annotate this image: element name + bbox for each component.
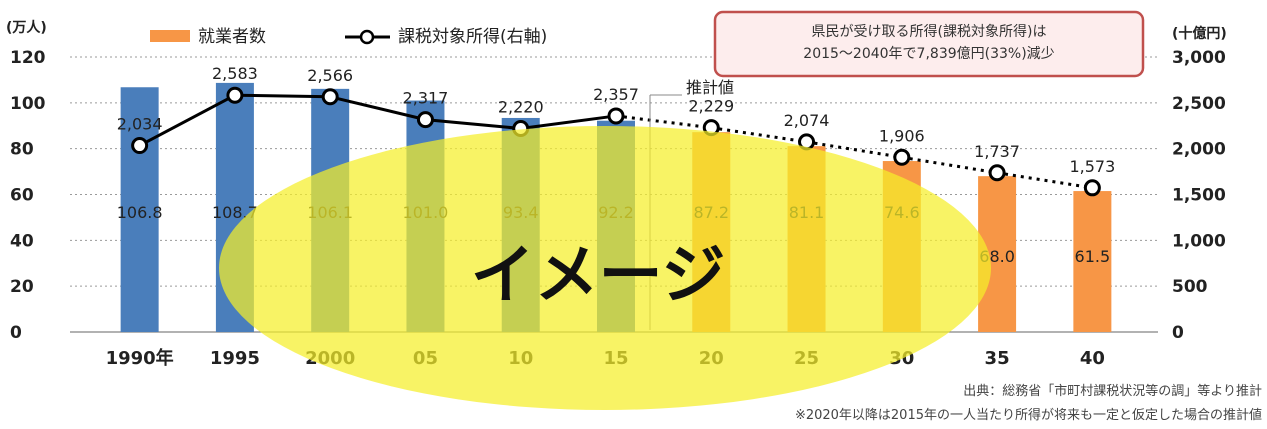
line-marker (226, 86, 244, 104)
bar-value-label: 61.5 (1075, 247, 1111, 266)
line-marker (893, 148, 911, 166)
right-tick-label: 1,000 (1172, 231, 1226, 251)
left-tick-label: 80 (10, 140, 34, 160)
legend-line-marker (359, 29, 375, 45)
bar (1073, 191, 1112, 332)
x-tick-label: 35 (985, 348, 1010, 369)
line-segment (425, 118, 521, 130)
legend: 就業者数 課税対象所得(右軸) (150, 27, 547, 47)
left-axis-unit: (万人) (6, 19, 47, 36)
left-axis-ticks: 120 100 80 60 40 20 0 (10, 48, 46, 343)
line-marker (988, 164, 1006, 182)
line-segment-forecast (711, 126, 807, 144)
left-tick-label: 0 (10, 323, 22, 343)
line-value-label: 1,573 (1069, 157, 1115, 176)
callout-box: 県民が受け取る所得(課税対象所得)は 2015～2040年で7,839億円(33… (713, 10, 1145, 78)
callout-border (713, 10, 1145, 78)
line-value-label: 2,357 (593, 85, 639, 104)
callout-line-1: 県民が受け取る所得(課税対象所得)は (812, 23, 1047, 40)
legend-bar-label: 就業者数 (198, 27, 266, 47)
line-marker (321, 88, 339, 106)
line-marker (1083, 179, 1101, 197)
left-tick-label: 120 (10, 48, 46, 68)
right-axis-unit: (十億円) (1172, 25, 1227, 42)
image-overlay-ellipse (219, 126, 991, 410)
right-axis-ticks: 3,000 2,500 2,000 1,500 1,000 500 0 (1172, 48, 1226, 343)
line-segment (329, 95, 426, 122)
footnote: ※2020年以降は2015年の一人当たり所得が将来も一定と仮定した場合の推計値 (795, 407, 1262, 423)
left-tick-label: 60 (10, 186, 34, 206)
bar-value-label: 106.8 (117, 203, 163, 222)
line-segment (234, 93, 331, 99)
right-tick-label: 0 (1172, 323, 1184, 343)
right-tick-label: 2,500 (1172, 94, 1226, 114)
line-marker (416, 111, 434, 129)
x-tick-label: 1995 (210, 348, 260, 369)
image-overlay-text: イメージ (471, 239, 726, 313)
source-note: 出典：総務省「市町村課税状況等の調」等より推計 (963, 383, 1262, 399)
line-segment-forecast (806, 140, 903, 159)
callout-line-2: 2015～2040年で7,839億円(33%)減少 (803, 45, 1054, 62)
bar (120, 87, 159, 332)
right-tick-label: 1,500 (1172, 186, 1226, 206)
line-labels: 2,034 2,583 2,566 2,317 2,220 2,357 2,229 2,074… (117, 64, 1116, 176)
right-tick-label: 2,000 (1172, 140, 1226, 160)
line-value-label: 2,566 (307, 66, 353, 85)
line-value-label: 2,034 (117, 115, 163, 134)
line-marker (607, 107, 625, 125)
line-value-label: 1,906 (879, 126, 925, 145)
x-tick-label: 1990年 (106, 347, 174, 369)
right-tick-label: 3,000 (1172, 48, 1226, 68)
left-tick-label: 40 (10, 231, 34, 251)
line-segment-forecast (996, 171, 1093, 190)
legend-bar-swatch (150, 30, 190, 42)
forecast-label: 推計値 (686, 78, 734, 97)
line-value-label: 2,220 (498, 98, 544, 117)
line-value-label: 2,317 (403, 89, 449, 108)
line-value-label: 2,074 (784, 111, 830, 130)
line-value-label: 2,229 (688, 97, 734, 116)
line-series-income (131, 86, 1101, 197)
x-tick-label: 40 (1080, 348, 1105, 369)
line-segment (138, 93, 236, 147)
line-value-label: 2,583 (212, 64, 258, 83)
right-tick-label: 500 (1172, 277, 1208, 297)
line-segment-forecast (901, 155, 998, 175)
left-tick-label: 100 (10, 94, 46, 114)
left-tick-label: 20 (10, 277, 34, 297)
line-segment (520, 114, 617, 130)
legend-line-label: 課税対象所得(右軸) (398, 27, 547, 47)
line-value-label: 1,737 (974, 142, 1020, 161)
line-marker (131, 137, 149, 155)
